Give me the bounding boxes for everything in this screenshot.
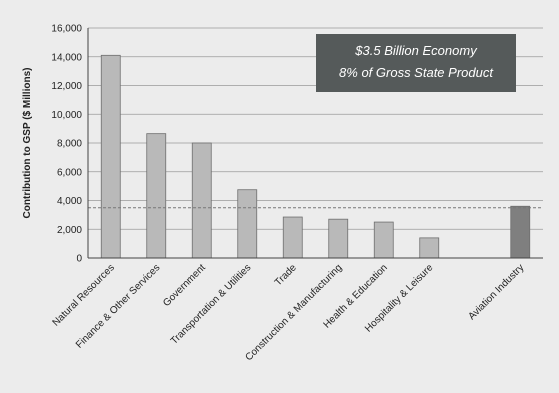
bar xyxy=(237,189,258,259)
annotation-box: $3.5 Billion Economy 8% of Gross State P… xyxy=(316,34,516,92)
bar xyxy=(510,205,531,259)
bar xyxy=(191,142,212,259)
x-tick-label: Transportation & Utilities xyxy=(169,262,254,347)
y-tick-label: 8,000 xyxy=(57,139,82,150)
bar xyxy=(373,221,394,259)
y-tick-label: 12,000 xyxy=(51,81,82,92)
bar xyxy=(100,54,121,259)
x-tick-label: Government xyxy=(161,262,208,309)
y-tick-label: 2,000 xyxy=(57,225,82,236)
x-tick-label: Aviation Industry xyxy=(466,262,526,322)
x-tick-label: Trade xyxy=(273,262,299,288)
y-tick-label: 0 xyxy=(76,254,82,265)
bar xyxy=(419,237,440,259)
y-tick-label: 16,000 xyxy=(51,24,82,35)
y-tick-label: 10,000 xyxy=(51,110,82,121)
annotation-line-1: $3.5 Billion Economy xyxy=(354,43,478,58)
y-tick-label: 6,000 xyxy=(57,167,82,178)
bar xyxy=(146,133,167,259)
y-axis-label: Contribution to GSP ($ Millions) xyxy=(22,68,33,219)
y-tick-label: 4,000 xyxy=(57,196,82,207)
bar xyxy=(328,218,349,259)
x-tick-label: Construction & Manufacturing xyxy=(243,262,344,363)
annotation-background xyxy=(316,34,516,92)
bar xyxy=(282,216,303,259)
x-tick-label: Finance & Other Services xyxy=(74,262,162,350)
y-tick-label: 14,000 xyxy=(51,52,82,63)
annotation-line-2: 8% of Gross State Product xyxy=(339,65,494,80)
